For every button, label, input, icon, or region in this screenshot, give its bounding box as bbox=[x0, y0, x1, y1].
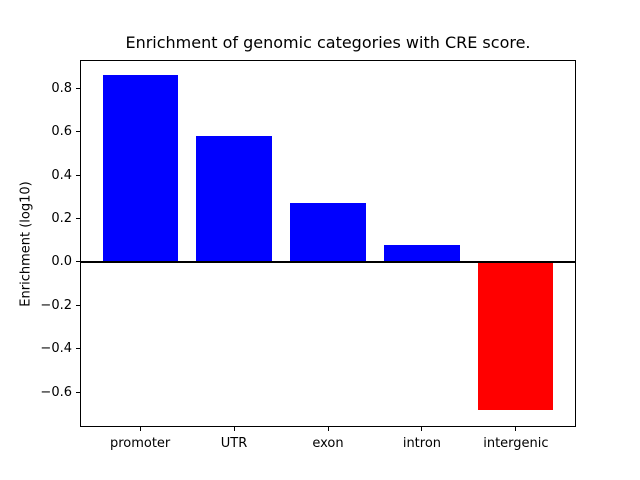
y-tick-mark bbox=[76, 174, 80, 176]
y-tick-mark bbox=[76, 261, 80, 263]
x-tick-label-intron: intron bbox=[402, 436, 442, 451]
x-tick-mark bbox=[233, 427, 235, 431]
y-tick-label: 0.2 bbox=[51, 211, 72, 227]
y-tick-mark bbox=[76, 131, 80, 133]
bar-exon bbox=[290, 203, 366, 262]
bar-intergenic bbox=[478, 261, 554, 410]
y-tick-label: −0.2 bbox=[40, 297, 72, 313]
bar-UTR bbox=[196, 136, 272, 262]
bar-intron bbox=[384, 244, 460, 262]
y-tick-mark bbox=[76, 348, 80, 350]
y-tick-label: 0.6 bbox=[51, 124, 72, 140]
x-tick-mark bbox=[421, 427, 423, 431]
x-tick-mark bbox=[515, 427, 517, 431]
x-tick-mark bbox=[327, 427, 329, 431]
y-tick-label: −0.6 bbox=[40, 384, 72, 400]
zero-axhline bbox=[80, 260, 576, 263]
x-tick-label-intergenic: intergenic bbox=[483, 436, 549, 451]
y-tick-label: 0.8 bbox=[51, 80, 72, 96]
x-tick-mark bbox=[139, 427, 141, 431]
y-tick-label: 0.4 bbox=[51, 167, 72, 183]
y-tick-label: 0.0 bbox=[51, 254, 72, 270]
y-tick-label: −0.4 bbox=[40, 341, 72, 357]
chart-title: Enrichment of genomic categories with CR… bbox=[125, 33, 531, 52]
plot-area bbox=[80, 60, 576, 427]
bar-promoter bbox=[102, 75, 178, 262]
y-tick-mark bbox=[76, 87, 80, 89]
y-tick-mark bbox=[76, 391, 80, 393]
x-tick-label-exon: exon bbox=[312, 436, 344, 451]
x-tick-label-UTR: UTR bbox=[220, 436, 248, 451]
y-tick-mark bbox=[76, 218, 80, 220]
y-tick-mark bbox=[76, 304, 80, 306]
y-axis-label-text: Enrichment (log10) bbox=[18, 181, 34, 307]
x-tick-label-promoter: promoter bbox=[109, 436, 171, 451]
